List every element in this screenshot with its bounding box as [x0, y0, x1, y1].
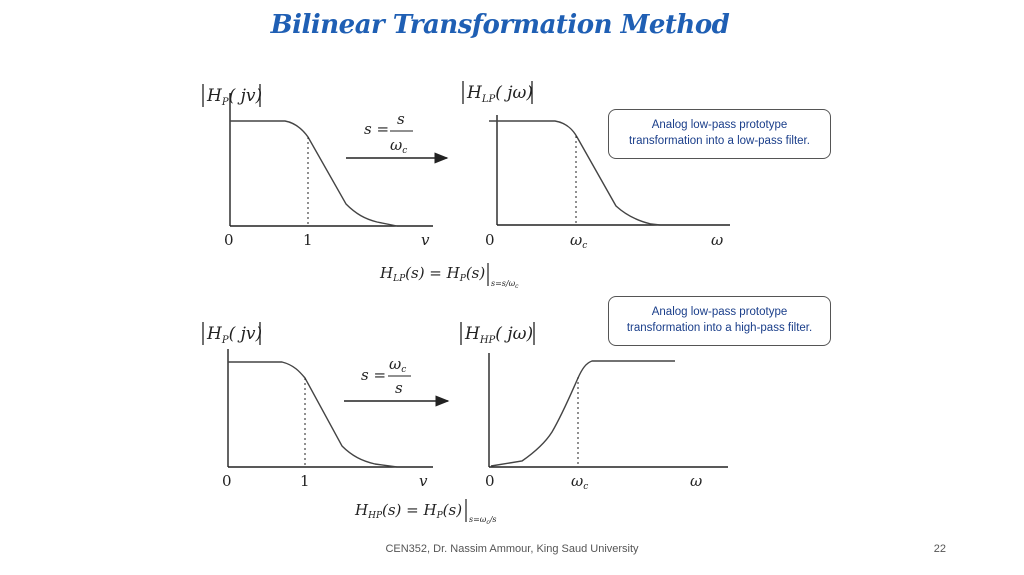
top-prototype-axis-label: v [421, 231, 430, 249]
bottom-target-tick-0: 0 [485, 472, 495, 490]
callout-lowpass: Analog low-pass prototype transformation… [608, 109, 831, 159]
bottom-target-tick-cutoff: ωc [571, 472, 588, 492]
svg-text:ωc: ωc [390, 136, 407, 156]
top-target-tick-cutoff: ωc [570, 231, 587, 251]
callout-highpass: Analog low-pass prototype transformation… [608, 296, 831, 346]
svg-text:s =: s = [361, 366, 386, 384]
bottom-mapping-formula: s = ωc s [361, 355, 411, 397]
bottom-target-axis-label: ω [690, 472, 702, 490]
bottom-prototype-ylabel: HP( jv) [202, 322, 262, 346]
svg-text:HLP(s) = HP(s): HLP(s) = HP(s) [379, 264, 485, 284]
bottom-equation: HHP(s) = HP(s) s=ωc/s [354, 499, 497, 526]
top-target-axis-label: ω [711, 231, 723, 249]
svg-text:s=s/ωc: s=s/ωc [491, 279, 519, 290]
callout-lowpass-line-2: transformation into a low-pass filter. [629, 135, 810, 147]
svg-text:s =: s = [364, 120, 389, 138]
page-number: 22 [933, 543, 946, 555]
svg-text:s: s [397, 110, 405, 128]
slide-footer: CEN352, Dr. Nassim Ammour, King Saud Uni… [385, 543, 639, 555]
top-mapping-formula: s = s ωc [364, 110, 413, 156]
callout-lowpass-line-1: Analog low-pass prototype [651, 119, 788, 131]
bottom-prototype-axis-label: v [419, 472, 428, 490]
top-target-ylabel: HLP( jω) [462, 81, 533, 105]
top-prototype-curve [230, 120, 398, 227]
top-prototype-plot [229, 93, 433, 227]
top-prototype-ylabel: HP( jv) [202, 84, 262, 108]
bottom-target-ylabel: HHP( jω) [460, 322, 535, 346]
top-target-plot [489, 115, 730, 226]
bottom-prototype-plot [227, 349, 433, 468]
top-target-curve [489, 120, 661, 226]
top-target-tick-0: 0 [485, 231, 495, 249]
svg-text:HHP(s) = HP(s): HHP(s) = HP(s) [354, 501, 462, 521]
bottom-target-plot [488, 353, 728, 468]
svg-text:ωc: ωc [389, 355, 406, 375]
svg-text:HLP( jω): HLP( jω) [466, 83, 533, 105]
svg-text:s=ωc/s: s=ωc/s [469, 515, 497, 526]
bottom-prototype-tick-1: 1 [300, 472, 310, 490]
top-prototype-tick-1: 1 [303, 231, 313, 249]
callout-highpass-line-2: transformation into a high-pass filter. [626, 322, 813, 334]
svg-text:HP( jv): HP( jv) [206, 324, 262, 346]
bottom-prototype-curve [228, 361, 398, 468]
svg-text:HP( jv): HP( jv) [206, 86, 262, 108]
callout-highpass-line-1: Analog low-pass prototype [651, 306, 788, 318]
slide-title: Bilinear Transformation Method [270, 10, 730, 40]
bottom-prototype-tick-0: 0 [222, 472, 232, 490]
bottom-target-curve [490, 360, 675, 467]
svg-text:s: s [395, 379, 403, 397]
top-equation: HLP(s) = HP(s) s=s/ωc [379, 263, 519, 290]
top-prototype-tick-0: 0 [224, 231, 234, 249]
svg-text:HHP( jω): HHP( jω) [464, 324, 533, 346]
